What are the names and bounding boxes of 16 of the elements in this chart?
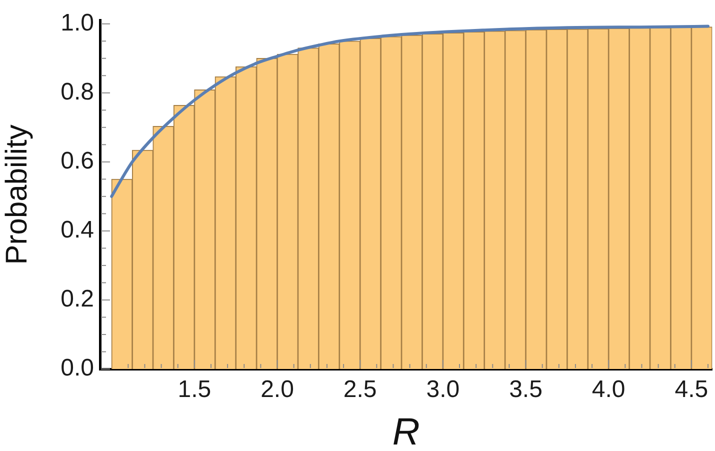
x-tick-label: 1.5	[178, 376, 212, 404]
y-tick-label: 1.0	[60, 9, 94, 36]
y-tick-label: 0.4	[60, 216, 94, 244]
y-tick-label: 0.8	[60, 78, 94, 106]
y-tick-label: 0.2	[60, 286, 94, 313]
x-tick-label: 2.0	[260, 376, 294, 404]
line-series	[110, 24, 710, 198]
x-tick-label: 4.0	[592, 376, 626, 404]
y-tick-label: 0.0	[60, 354, 94, 382]
x-tick-label: 3.0	[426, 376, 460, 404]
y-axis-title: Probability	[0, 124, 34, 265]
x-tick-label: 3.5	[509, 376, 542, 404]
x-axis-title: R	[392, 411, 420, 451]
x-tick-label: 4.5	[674, 376, 708, 404]
y-tick-label: 0.6	[60, 148, 94, 175]
x-tick-label: 2.5	[343, 376, 377, 404]
